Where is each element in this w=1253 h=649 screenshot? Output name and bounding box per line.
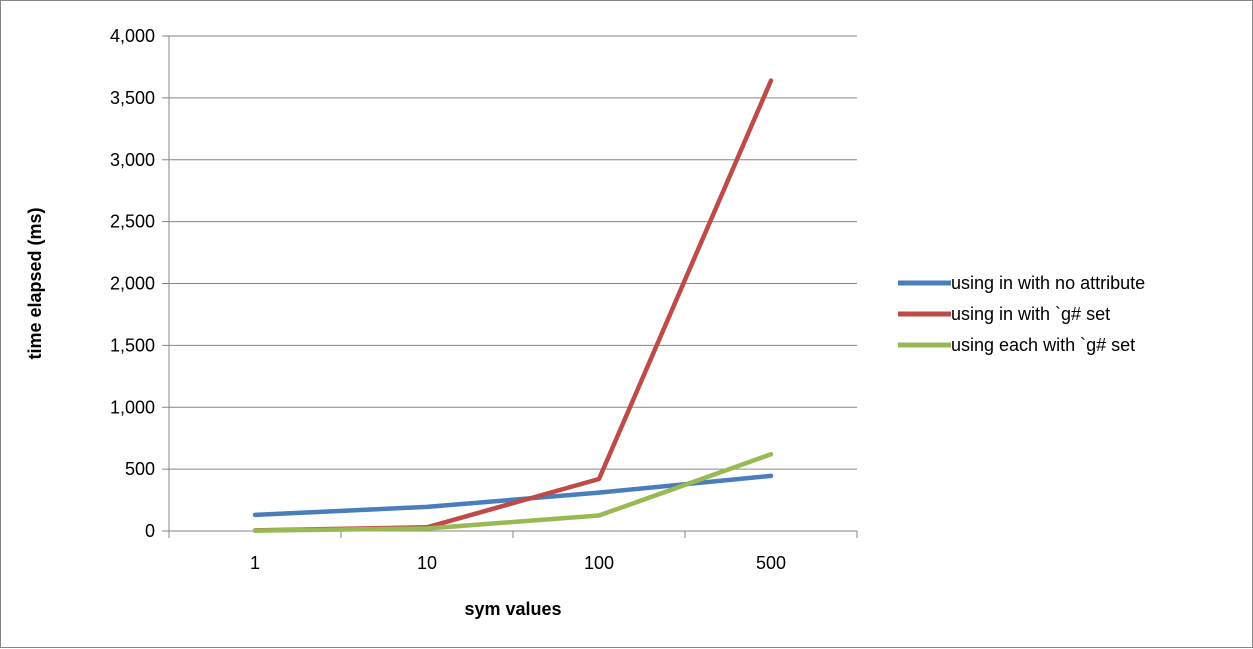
- y-tick-label: 3,500: [110, 88, 155, 108]
- x-axis: [168, 531, 858, 538]
- y-tick-label: 1,500: [110, 335, 155, 355]
- x-axis-tick-labels: 1 10 100 500: [250, 553, 786, 573]
- x-axis-title: sym values: [464, 599, 561, 619]
- legend-label: using each with `g# set: [951, 335, 1135, 355]
- legend-label: using in with `g# set: [951, 304, 1110, 324]
- x-tick-label: 100: [584, 553, 614, 573]
- series-line: [252, 452, 774, 533]
- y-tick-label: 500: [125, 459, 155, 479]
- y-axis-tick-labels: 0 500 1,000 1,500 2,000 2,500 3,000 3,500 4,000: [110, 26, 155, 541]
- legend: using in with no attribute using in with …: [898, 273, 1145, 355]
- y-tick-label: 2,000: [110, 274, 155, 294]
- y-tick-label: 0: [145, 521, 155, 541]
- x-tick-label: 500: [756, 553, 786, 573]
- y-tick-label: 4,000: [110, 26, 155, 46]
- y-tick-label: 3,000: [110, 150, 155, 170]
- gridlines: [162, 35, 857, 532]
- x-tick-label: 1: [250, 553, 260, 573]
- x-tick-label: 10: [417, 553, 437, 573]
- y-tick-label: 1,000: [110, 397, 155, 417]
- y-axis-title: time elapsed (ms): [25, 207, 45, 359]
- legend-label: using in with no attribute: [951, 273, 1145, 293]
- y-tick-label: 2,500: [110, 212, 155, 232]
- series-lines: [252, 78, 774, 533]
- series-line: [252, 78, 774, 533]
